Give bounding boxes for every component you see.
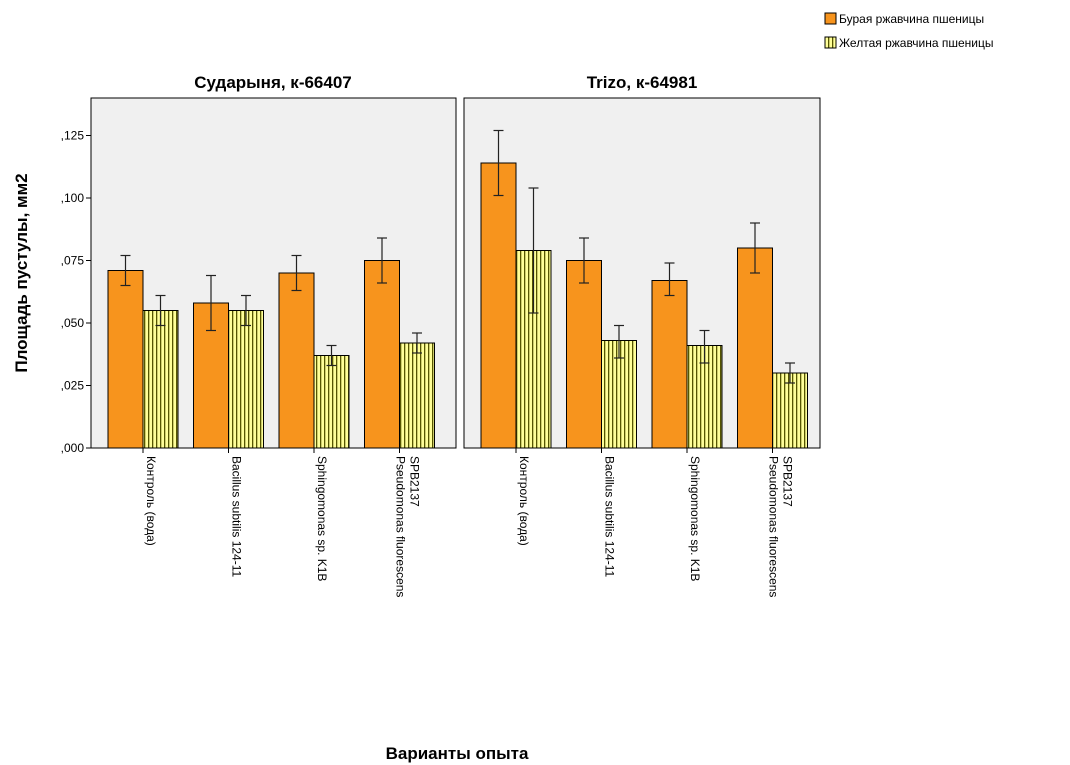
bar-yellow-rust: [399, 342, 435, 449]
bar-yellow-rust: [228, 310, 264, 449]
legend: Бурая ржавчина пшеницы Желтая ржавчина п…: [824, 12, 994, 50]
y-tick-label: ,025: [61, 379, 85, 393]
y-tick-label: ,075: [61, 254, 85, 268]
x-category-label: Контроль (вода): [144, 456, 158, 546]
panel-1-title: Сударыня, к-66407: [194, 73, 352, 92]
y-tick-label: ,050: [61, 316, 85, 330]
panel-2-title: Trizo, к-64981: [587, 73, 698, 92]
y-tick-label: ,000: [61, 441, 85, 455]
legend-label-brown-rust: Бурая ржавчина пшеницы: [839, 12, 984, 26]
panel-1: Сударыня, к-66407 Контроль (вода) Bacillu…: [90, 73, 457, 597]
bar-yellow-rust: [772, 372, 808, 449]
x-category-label: SPB2137: [408, 456, 422, 507]
x-category-label: Sphingomonas sp. K1B: [315, 456, 329, 581]
x-category-label: Pseudomonas fluorescens: [767, 456, 781, 597]
panel-1-marks: Контроль (вода) Bacillus subtilis 124-11 S…: [107, 237, 435, 597]
bar-brown-rust: [737, 247, 773, 449]
y-axis-title: Площадь пустулы, мм2: [12, 173, 31, 372]
bar-brown-rust: [566, 260, 602, 449]
legend-label-yellow-rust: Желтая ржавчина пшеницы: [839, 36, 994, 50]
legend-swatch-yellow-rust: [824, 36, 837, 49]
x-category-label: Контроль (вода): [517, 456, 531, 546]
y-axis: ,000 ,025 ,050 ,075 ,100 ,125: [61, 129, 91, 455]
bar-brown-rust: [480, 162, 517, 449]
y-tick-label: ,100: [61, 191, 85, 205]
x-category-label: Pseudomonas fluorescens: [394, 456, 408, 597]
bar-yellow-rust: [142, 310, 179, 449]
panel-2-marks: Контроль (вода) Bacillus subtilis 124-11 S…: [480, 129, 808, 597]
x-category-label: Bacillus subtilis 124-11: [603, 456, 617, 577]
legend-swatch-brown-rust: [824, 12, 837, 25]
y-tick-label: ,125: [61, 129, 85, 143]
bar-yellow-rust: [313, 355, 350, 449]
bar-brown-rust: [364, 260, 400, 449]
x-axis-title: Варианты опыта: [386, 744, 529, 763]
x-category-label: Bacillus subtilis 124-11: [230, 456, 244, 577]
bar-brown-rust: [278, 272, 315, 449]
bar-yellow-rust: [601, 340, 637, 449]
panel-2: Trizo, к-64981 Контроль (вода) Bacillus s…: [463, 73, 821, 597]
bar-brown-rust: [651, 280, 688, 449]
x-category-label: Sphingomonas sp. K1B: [688, 456, 702, 581]
bar-brown-rust: [107, 270, 144, 449]
x-category-label: SPB2137: [781, 456, 795, 507]
